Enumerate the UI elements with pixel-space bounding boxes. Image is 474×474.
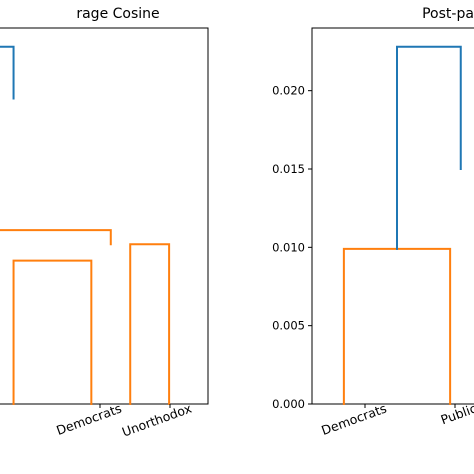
dendrogram-link bbox=[0, 229, 112, 246]
y-tick-label: 0.010 bbox=[272, 240, 305, 254]
y-tick-label: 0.005 bbox=[272, 319, 305, 333]
right-x-tick-labels: Democrats Public bbox=[319, 400, 474, 437]
dendrogram-link bbox=[0, 45, 15, 100]
left-links bbox=[0, 45, 171, 405]
y-tick-label: 0.015 bbox=[272, 162, 305, 176]
right-title: Post-pa bbox=[422, 6, 474, 22]
y-tick-label: 0.000 bbox=[272, 397, 305, 411]
y-tick-label: 0.020 bbox=[272, 84, 305, 98]
right-links bbox=[342, 45, 462, 405]
x-tick-label: Democrats bbox=[319, 401, 388, 438]
right-axes-frame bbox=[311, 27, 474, 405]
x-tick-label: Unorthodox bbox=[120, 401, 194, 440]
dendrogram-link bbox=[129, 243, 171, 405]
left-axes-frame bbox=[0, 27, 209, 405]
right-y-ticks: 0.000 0.005 0.010 0.015 0.020 bbox=[272, 84, 312, 411]
dendrogram-link bbox=[396, 45, 462, 250]
right-panel: Post-pa 0.000 0.005 0.010 0.015 0.020 Democr… bbox=[272, 6, 474, 438]
dendrogram-link bbox=[12, 259, 93, 405]
dendrogram-link bbox=[342, 247, 452, 405]
left-title: rage Cosine bbox=[76, 6, 159, 22]
x-tick-label: Democrats bbox=[54, 401, 123, 438]
